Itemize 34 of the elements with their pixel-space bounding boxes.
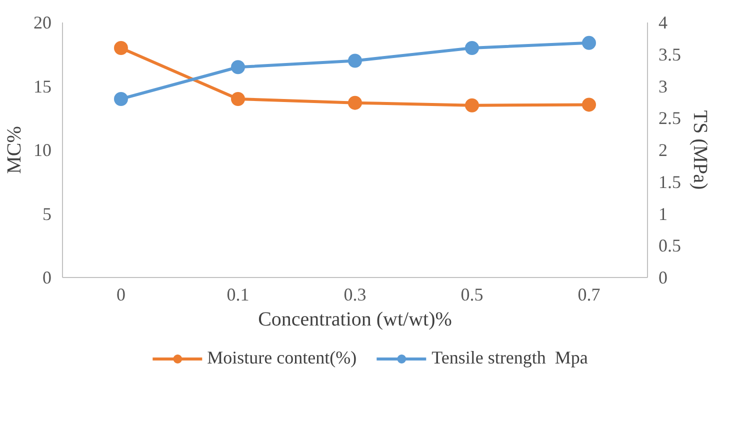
point — [114, 41, 128, 55]
y2-tick-label: 3.5 — [658, 44, 681, 64]
point — [231, 92, 245, 106]
x-tick-label: 0.5 — [460, 284, 484, 304]
y-tick-label: 20 — [34, 12, 52, 32]
x-tick-label: 0 — [116, 284, 126, 304]
y-tick-label: 0 — [42, 268, 52, 288]
point — [465, 41, 479, 55]
point — [114, 92, 128, 106]
point — [582, 36, 596, 50]
y-tick-label: 15 — [34, 76, 52, 96]
y2-tick-label: 1.5 — [658, 172, 681, 192]
y2-tick-label: 3 — [658, 76, 668, 96]
x-tick-label: 0.1 — [226, 284, 250, 304]
y2-axis-title: TS (MPa) — [689, 110, 711, 190]
point — [465, 98, 479, 112]
y2-tick-label: 2.5 — [658, 108, 681, 128]
legend-label: Tensile strength Mpa — [432, 348, 588, 368]
y-tick-label: 10 — [34, 140, 52, 160]
point — [231, 60, 245, 74]
legend-label: Moisture content(%) — [207, 348, 357, 368]
x-tick-label: 0.7 — [578, 284, 600, 304]
y-tick-label: 5 — [42, 204, 52, 224]
y2-tick-label: 0.5 — [658, 236, 681, 256]
x-axis-title: Concentration (wt/wt)% — [258, 308, 452, 330]
y2-tick-label: 1 — [658, 204, 668, 224]
y2-tick-label: 0 — [658, 268, 668, 288]
y-axis-title: MC% — [4, 126, 26, 174]
point — [348, 54, 362, 68]
x-tick-label: 0.3 — [344, 284, 366, 304]
y2-tick-label: 2 — [658, 140, 668, 160]
y2-tick-label: 4 — [658, 12, 668, 32]
point — [348, 96, 362, 110]
point — [582, 98, 596, 112]
